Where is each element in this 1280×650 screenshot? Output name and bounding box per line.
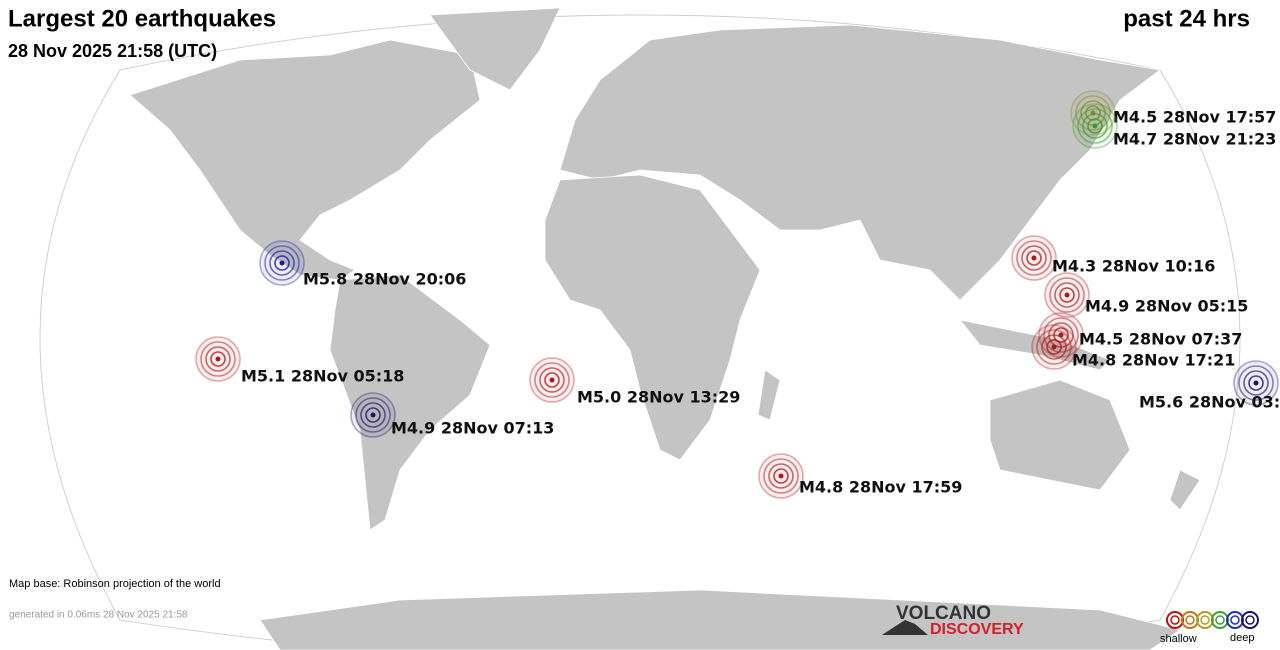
map-base-note: Map base: Robinson projection of the wor… bbox=[9, 578, 221, 590]
quake-layer: M4.5 28Nov 17:57 M4.7 28Nov 21:23 M5.8 28N… bbox=[195, 90, 1280, 499]
quake-ring bbox=[205, 346, 231, 372]
quake-ring bbox=[1041, 334, 1067, 360]
quake-marker bbox=[529, 357, 575, 403]
legend-ring bbox=[1185, 615, 1195, 625]
logo-icon bbox=[882, 620, 928, 635]
quake-center bbox=[1092, 123, 1098, 129]
quake-ring bbox=[1054, 282, 1080, 308]
quake-label: M4.5 28Nov 07:37 bbox=[1079, 330, 1242, 349]
quake-ring bbox=[1082, 113, 1108, 139]
legend-deep: deep bbox=[1230, 632, 1254, 644]
quake-center bbox=[370, 412, 376, 418]
subtitle: 28 Nov 2025 21:58 (UTC) bbox=[8, 41, 217, 61]
quake-ring bbox=[1075, 95, 1111, 131]
quake-marker bbox=[195, 336, 241, 382]
period: past 24 hrs bbox=[1123, 5, 1250, 32]
legend-ring bbox=[1170, 615, 1180, 625]
quake-ring bbox=[1087, 118, 1103, 134]
quake-ring bbox=[1046, 339, 1062, 355]
quake-marker bbox=[259, 240, 305, 286]
quake-ring bbox=[1043, 317, 1079, 353]
quake-center bbox=[1253, 380, 1259, 386]
landmasses bbox=[129, 7, 1201, 650]
quake-center bbox=[1064, 292, 1070, 298]
quake-marker bbox=[1011, 235, 1057, 281]
quake-label: M4.9 28Nov 05:15 bbox=[1085, 297, 1248, 316]
logo-line2: DISCOVERY bbox=[930, 621, 1024, 638]
legend-ring bbox=[1230, 615, 1240, 625]
quake-label: M5.0 28Nov 13:29 bbox=[577, 388, 740, 407]
quake-ring bbox=[1016, 240, 1052, 276]
quake-ring bbox=[1238, 365, 1274, 401]
quake-label: M4.5 28Nov 17:57 bbox=[1113, 108, 1276, 127]
legend-ring bbox=[1215, 615, 1225, 625]
generated-note: generated in 0.06ms 28 Nov 2025 21:58 bbox=[9, 610, 188, 621]
legend-shallow: shallow bbox=[1160, 633, 1197, 645]
quake-center bbox=[1031, 255, 1037, 261]
quake-label: M4.7 28Nov 21:23 bbox=[1113, 130, 1276, 149]
quake-marker bbox=[1072, 103, 1118, 149]
quake-ring bbox=[264, 245, 300, 281]
quake-marker bbox=[1233, 360, 1279, 406]
quake-ring bbox=[1049, 277, 1085, 313]
quake-marker bbox=[1031, 324, 1077, 370]
quake-center bbox=[778, 473, 784, 479]
quake-ring bbox=[534, 362, 570, 398]
quake-marker bbox=[1044, 272, 1090, 318]
logo-line1: VOLCANO bbox=[896, 603, 991, 624]
quake-label: M4.8 28Nov 17:21 bbox=[1072, 351, 1235, 370]
title: Largest 20 earthquakes bbox=[8, 5, 276, 32]
legend-ring bbox=[1200, 615, 1210, 625]
legend-ring bbox=[1245, 615, 1255, 625]
quake-label: M4.9 28Nov 07:13 bbox=[391, 419, 554, 438]
quake-ring bbox=[1026, 250, 1042, 266]
quake-ring bbox=[360, 402, 386, 428]
quake-ring bbox=[1243, 370, 1269, 396]
quake-ring bbox=[1021, 245, 1047, 271]
legend-ring bbox=[1166, 611, 1184, 629]
map-outline bbox=[39, 14, 1241, 650]
quake-marker bbox=[758, 453, 804, 499]
quake-ring bbox=[544, 372, 560, 388]
quake-ring bbox=[1036, 329, 1072, 365]
quake-center bbox=[215, 356, 221, 362]
quake-label: M4.8 28Nov 17:59 bbox=[799, 478, 962, 497]
quake-ring bbox=[274, 255, 290, 271]
depth-legend bbox=[1166, 611, 1259, 629]
legend-ring bbox=[1211, 611, 1229, 629]
quake-ring bbox=[763, 458, 799, 494]
quake-marker bbox=[350, 392, 396, 438]
legend-ring bbox=[1226, 611, 1244, 629]
quake-ring bbox=[200, 341, 236, 377]
quake-ring bbox=[210, 351, 226, 367]
quake-ring bbox=[355, 397, 391, 433]
quake-center bbox=[549, 377, 555, 383]
quake-label: M5.1 28Nov 05:18 bbox=[241, 367, 404, 386]
quake-label: M5.6 28Nov 03:3 bbox=[1139, 393, 1280, 412]
quake-ring bbox=[1077, 108, 1113, 144]
quake-center bbox=[279, 260, 285, 266]
quake-ring bbox=[269, 250, 295, 276]
quake-center bbox=[1051, 344, 1057, 350]
legend-ring bbox=[1181, 611, 1199, 629]
legend-ring bbox=[1241, 611, 1259, 629]
quake-ring bbox=[768, 463, 794, 489]
quake-label: M4.3 28Nov 10:16 bbox=[1052, 257, 1215, 276]
quake-ring bbox=[365, 407, 381, 423]
quake-ring bbox=[1059, 287, 1075, 303]
quake-ring bbox=[539, 367, 565, 393]
legend-ring bbox=[1196, 611, 1214, 629]
quake-ring bbox=[773, 468, 789, 484]
quake-label: M5.8 28Nov 20:06 bbox=[303, 270, 466, 289]
quake-ring bbox=[1248, 375, 1264, 391]
